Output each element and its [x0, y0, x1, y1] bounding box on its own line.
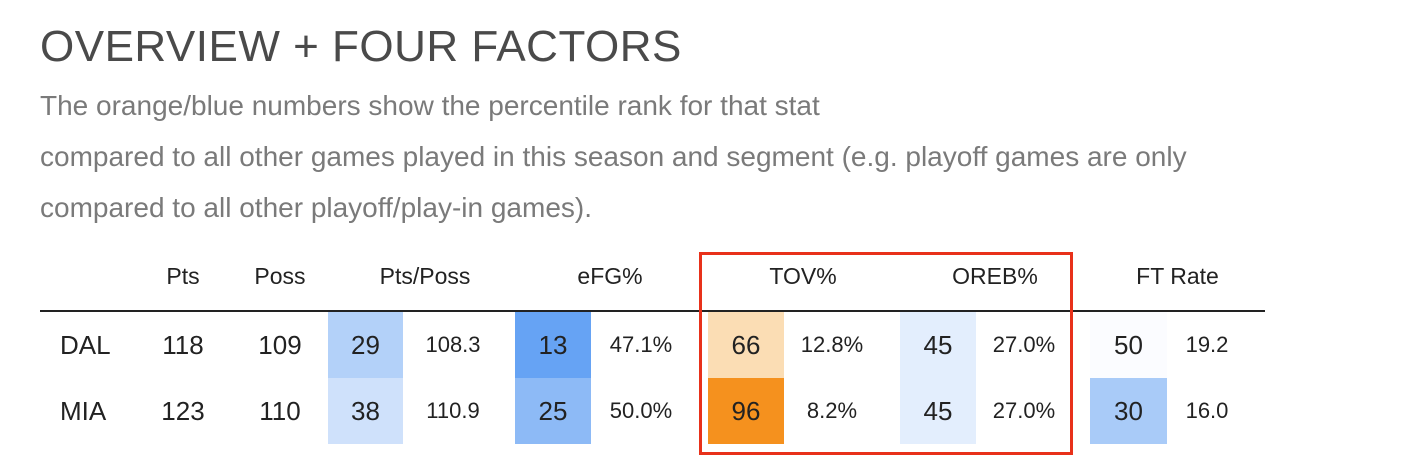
pts-poss-percentile: 38 [328, 378, 403, 444]
pts-value: 123 [161, 396, 205, 426]
page-title: OVERVIEW + FOUR FACTORS [40, 22, 682, 71]
header-oreb: OREB% [952, 263, 1038, 289]
tov-percentile: 96 [708, 378, 784, 444]
page-subtitle: The orange/blue numbers show the percent… [40, 80, 1380, 233]
pts-value: 118 [162, 330, 204, 360]
tov-value: 12.8% [800, 332, 864, 357]
poss-value: 110 [259, 396, 301, 426]
efg-value: 47.1% [609, 332, 673, 357]
oreb-value: 27.0% [992, 332, 1056, 357]
oreb-value: 27.0% [992, 398, 1056, 423]
pts-poss-value: 110.9 [426, 398, 480, 423]
poss-value: 109 [258, 330, 302, 360]
team-name: MIA [60, 396, 107, 426]
subtitle-line-3: compared to all other playoff/play-in ga… [40, 192, 592, 223]
oreb-percentile: 45 [900, 378, 976, 444]
subtitle-line-1: The orange/blue numbers show the percent… [40, 90, 820, 121]
header-poss: Poss [254, 263, 306, 289]
oreb-percentile: 45 [900, 312, 976, 378]
header-ft-rate: FT Rate [1136, 263, 1219, 289]
header-pts-poss: Pts/Poss [379, 263, 471, 289]
tov-oreb-highlight-box [699, 252, 1073, 455]
pts-poss-value: 108.3 [425, 332, 481, 357]
efg-percentile: 25 [515, 378, 591, 444]
team-name: DAL [60, 330, 111, 360]
efg-percentile: 13 [515, 312, 591, 378]
header-efg: eFG% [577, 263, 643, 289]
header-tov: TOV% [769, 263, 837, 289]
ft-rate-value: 19.2 [1185, 332, 1229, 357]
header-divider [40, 310, 1265, 312]
subtitle-line-2: compared to all other games played in th… [40, 141, 1187, 172]
header-pts: Pts [166, 263, 200, 289]
tov-value: 8.2% [806, 398, 858, 423]
pts-poss-percentile: 29 [328, 312, 403, 378]
ft-rate-value: 16.0 [1185, 398, 1229, 423]
efg-value: 50.0% [609, 398, 673, 423]
tov-percentile: 66 [708, 312, 784, 378]
ft-rate-percentile: 30 [1090, 378, 1167, 444]
ft-rate-percentile: 50 [1090, 312, 1167, 378]
